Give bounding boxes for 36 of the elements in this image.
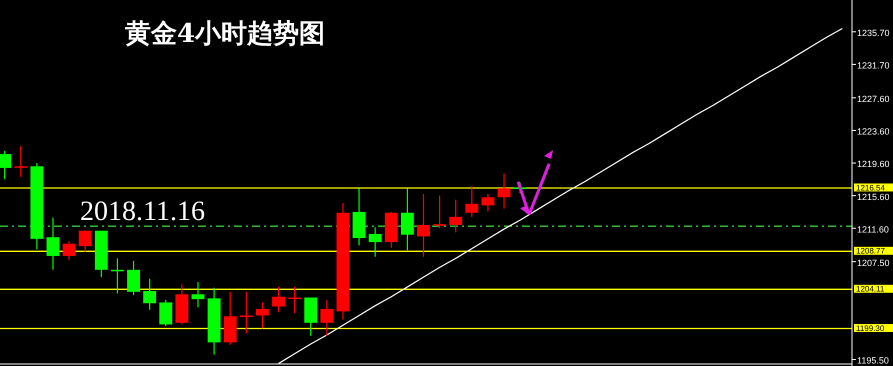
- candlestick: [498, 173, 510, 210]
- candlestick: [481, 193, 494, 212]
- candlestick: [465, 185, 478, 218]
- y-tick-label: 1211.60: [857, 224, 889, 234]
- candlestick: [110, 258, 124, 294]
- candlestick: [288, 286, 302, 314]
- y-tick-label: 1219.60: [857, 159, 890, 170]
- candlestick: [449, 199, 462, 233]
- ref-line-label: 1204.11: [856, 284, 885, 294]
- candlestick: [272, 286, 285, 313]
- y-tick-label: 1207.50: [857, 258, 890, 268]
- candlestick: [256, 302, 269, 330]
- candlestick: [78, 230, 92, 252]
- y-tick-label: 1215.60: [857, 192, 890, 202]
- y-tick-label: 1227.60: [857, 94, 890, 104]
- ref-line-label: 1216.54: [856, 183, 886, 192]
- ref-line-label: 1208.77: [856, 246, 886, 256]
- candlestick: [368, 226, 382, 258]
- candlestick: [62, 240, 76, 261]
- candlestick: [400, 188, 414, 251]
- candlestick: [159, 299, 172, 327]
- candlestick: [46, 217, 60, 270]
- y-tick-label: 1231.70: [857, 60, 890, 71]
- candlestick: [417, 193, 430, 258]
- ref-line-label: 1199.30: [856, 324, 885, 333]
- y-tick-label: 1223.60: [857, 126, 890, 137]
- text: 黄金4小时趋势图: [124, 19, 326, 49]
- candlestick: [143, 278, 156, 310]
- y-tick-label: 1195.50: [857, 356, 889, 366]
- y-tick-label: 1235.70: [857, 28, 890, 38]
- candlestick: [320, 299, 334, 336]
- candlestick: [14, 145, 28, 178]
- candlestick: [192, 281, 204, 308]
- candlestick: [433, 195, 446, 229]
- annotation: 2018.11.16: [80, 196, 205, 227]
- candlestick: [127, 260, 140, 296]
